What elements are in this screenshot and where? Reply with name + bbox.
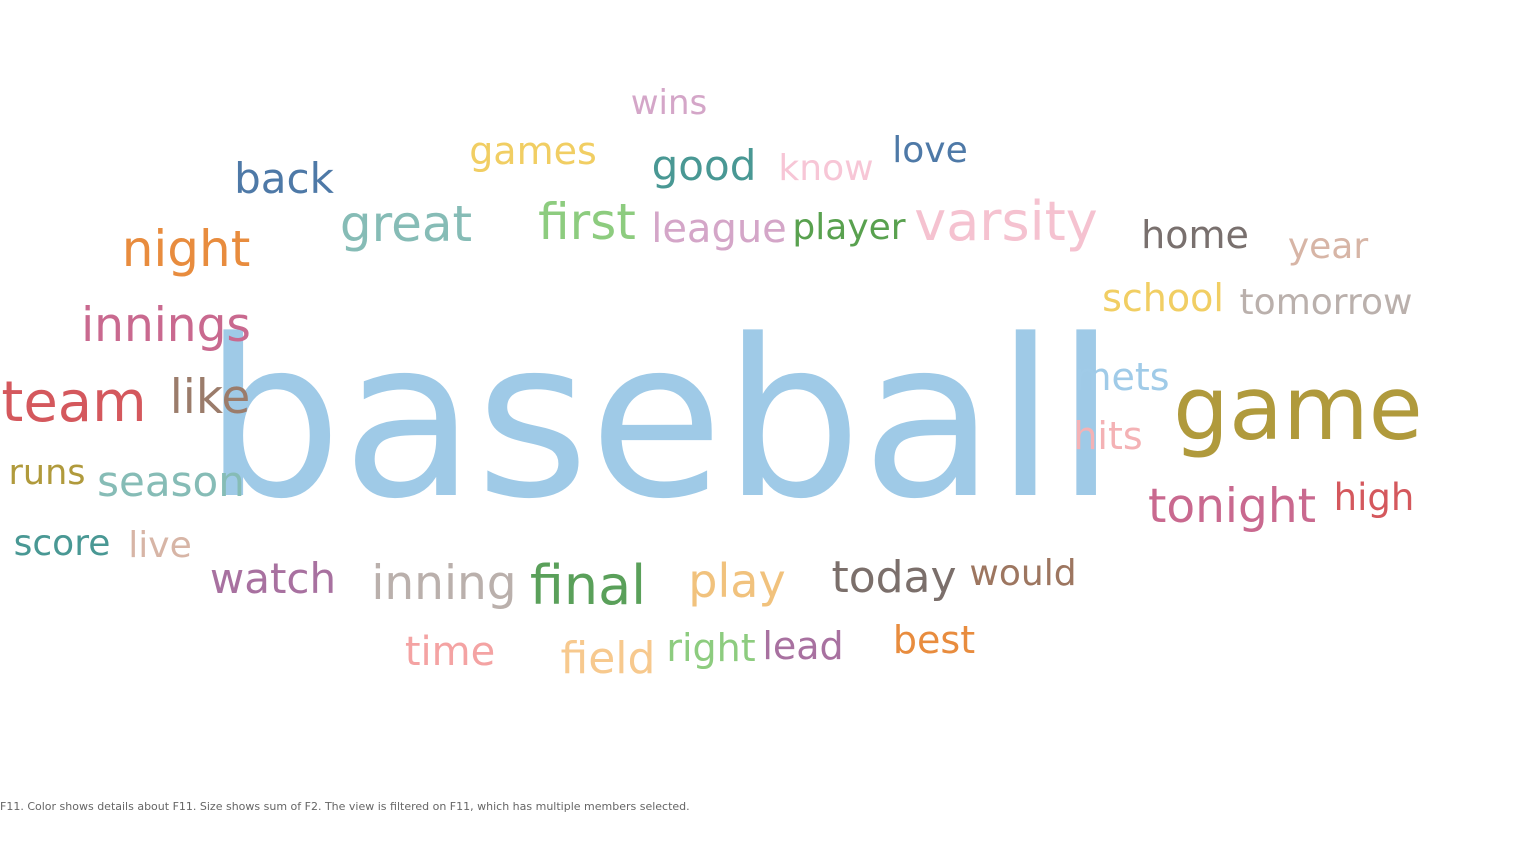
word-tonight[interactable]: tonight — [1147, 479, 1317, 535]
word-varsity[interactable]: varsity — [914, 189, 1098, 253]
word-mets[interactable]: mets — [1074, 355, 1170, 400]
word-time[interactable]: time — [404, 628, 496, 675]
word-know[interactable]: know — [778, 147, 874, 189]
word-would[interactable]: would — [969, 552, 1077, 594]
word-high[interactable]: high — [1333, 475, 1415, 519]
word-inning[interactable]: inning — [371, 556, 517, 612]
word-final[interactable]: final — [529, 553, 647, 617]
word-school[interactable]: school — [1102, 276, 1224, 321]
word-back[interactable]: back — [234, 154, 334, 204]
word-tomorrow[interactable]: tomorrow — [1239, 281, 1413, 323]
word-cloud: baseball game team varsity night final great fi… — [1, 83, 1423, 684]
word-field[interactable]: field — [560, 632, 656, 684]
word-season[interactable]: season — [97, 457, 245, 507]
word-home[interactable]: home — [1141, 213, 1249, 258]
chart-caption: F11. Color shows details about F11. Size… — [0, 800, 690, 813]
word-year[interactable]: year — [1287, 225, 1369, 267]
word-first[interactable]: first — [538, 193, 636, 251]
word-live[interactable]: live — [128, 524, 192, 566]
word-player[interactable]: player — [792, 206, 906, 248]
word-love[interactable]: love — [892, 129, 968, 171]
word-lead[interactable]: lead — [762, 624, 844, 669]
word-play[interactable]: play — [688, 554, 786, 609]
word-team[interactable]: team — [1, 370, 147, 436]
word-good[interactable]: good — [651, 141, 757, 191]
word-hits[interactable]: hits — [1073, 414, 1143, 459]
word-games[interactable]: games — [469, 129, 597, 174]
word-score[interactable]: score — [13, 522, 111, 564]
word-wins[interactable]: wins — [630, 83, 708, 124]
word-like[interactable]: like — [169, 370, 251, 426]
word-great[interactable]: great — [339, 195, 473, 253]
word-watch[interactable]: watch — [209, 554, 337, 604]
word-runs[interactable]: runs — [8, 453, 86, 494]
word-league[interactable]: league — [651, 205, 787, 252]
word-night[interactable]: night — [121, 220, 251, 278]
word-right[interactable]: right — [666, 626, 756, 671]
word-best[interactable]: best — [892, 618, 976, 663]
word-today[interactable]: today — [831, 551, 957, 603]
word-baseball[interactable]: baseball — [203, 294, 1117, 548]
word-game[interactable]: game — [1173, 357, 1423, 461]
word-innings[interactable]: innings — [81, 298, 251, 354]
